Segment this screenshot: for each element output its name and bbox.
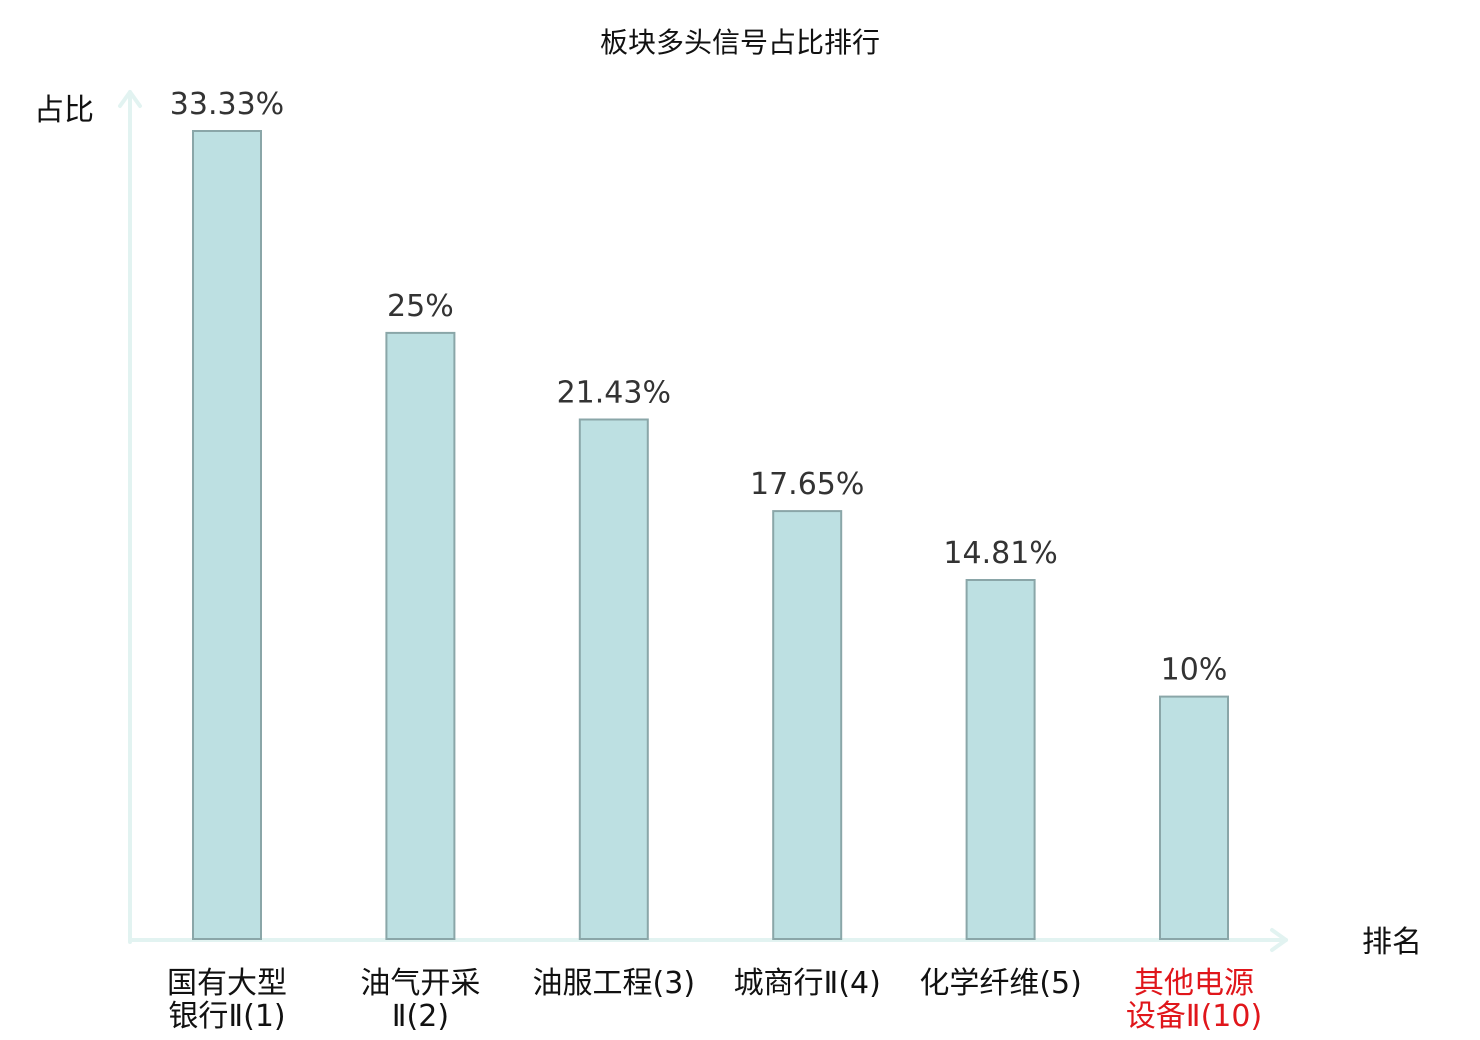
x-tick-label: 国有大型 <box>167 966 287 1001</box>
x-tick-label: 设备Ⅱ(10) <box>1126 999 1262 1034</box>
x-tick-label: Ⅱ(2) <box>392 999 449 1034</box>
x-tick-label: 油气开采 <box>360 966 480 1001</box>
bar <box>1159 695 1229 940</box>
bar-value-label: 25% <box>387 289 454 324</box>
chart-title: 板块多头信号占比排行 <box>600 26 880 59</box>
x-tick-label: 油服工程(3) <box>533 966 696 1001</box>
bar <box>965 579 1036 940</box>
bar-value-label: 21.43% <box>557 376 671 411</box>
x-tick-label: 银行Ⅱ(1) <box>168 999 285 1034</box>
bar <box>578 418 649 940</box>
x-tick-label: 其他电源 <box>1134 966 1254 1001</box>
bar <box>192 130 262 940</box>
bar-value-label: 33.33% <box>170 87 284 122</box>
bar <box>385 331 456 940</box>
y-axis-label: 占比 <box>34 93 94 128</box>
x-tick-label: 化学纤维(5) <box>919 966 1082 1001</box>
bar <box>772 510 843 940</box>
x-axis-label: 排名 <box>1362 925 1422 960</box>
y-axis-arrow-icon <box>118 90 142 108</box>
bar-value-label: 14.81% <box>943 536 1057 571</box>
x-axis-arrow-icon <box>1270 928 1288 952</box>
x-tick-label: 城商行Ⅱ(4) <box>734 966 881 1001</box>
bar-value-label: 10% <box>1161 653 1228 688</box>
bar-value-label: 17.65% <box>750 467 864 502</box>
